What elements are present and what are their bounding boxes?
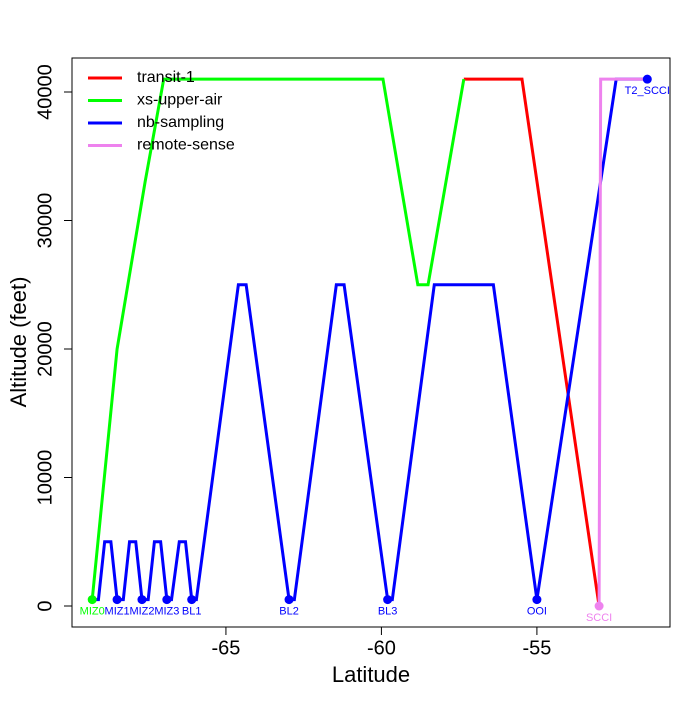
x-tick-label: -55	[522, 637, 551, 659]
y-tick-label: 40000	[34, 64, 56, 120]
legend-label: transit-1	[137, 69, 195, 86]
waypoint-label: BL2	[279, 605, 299, 617]
x-tick-label: -60	[367, 637, 396, 659]
x-tick-label: -65	[211, 637, 240, 659]
y-tick-label: 30000	[34, 193, 56, 249]
waypoint-label: MIZ3	[154, 605, 179, 617]
waypoint-label: T2_SCCI	[625, 85, 670, 97]
waypoint	[532, 595, 542, 605]
series-line	[597, 77, 648, 607]
series-line	[463, 77, 601, 607]
waypoint-label: BL1	[182, 605, 202, 617]
y-tick-label: 0	[34, 600, 56, 611]
legend-label: nb-sampling	[137, 114, 224, 131]
waypoint-label: MIZ0	[80, 605, 105, 617]
waypoint-label: MIZ1	[105, 605, 130, 617]
waypoint	[642, 74, 652, 84]
waypoint	[383, 595, 393, 605]
legend-label: xs-upper-air	[137, 92, 223, 109]
y-tick-label: 20000	[34, 321, 56, 377]
waypoint	[594, 601, 604, 611]
waypoint	[162, 595, 172, 605]
waypoint-label: MIZ2	[129, 605, 154, 617]
x-axis-title: Latitude	[332, 662, 410, 687]
waypoint	[87, 595, 97, 605]
legend-label: remote-sense	[137, 137, 235, 154]
y-axis-title: Altitude (feet)	[6, 277, 31, 408]
waypoint-label: BL3	[378, 605, 398, 617]
waypoint	[137, 595, 147, 605]
y-tick-label: 10000	[34, 450, 56, 506]
waypoint	[284, 595, 294, 605]
waypoint	[187, 595, 197, 605]
waypoint-label: SCCI	[586, 612, 612, 624]
series-line	[90, 77, 466, 600]
plot-frame	[71, 57, 671, 628]
series-line	[92, 77, 648, 602]
waypoint	[112, 595, 122, 605]
waypoint-label: OOI	[527, 605, 547, 617]
